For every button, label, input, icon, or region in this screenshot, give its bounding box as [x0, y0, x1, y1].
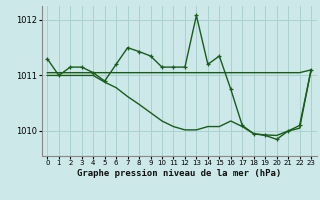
- X-axis label: Graphe pression niveau de la mer (hPa): Graphe pression niveau de la mer (hPa): [77, 169, 281, 178]
